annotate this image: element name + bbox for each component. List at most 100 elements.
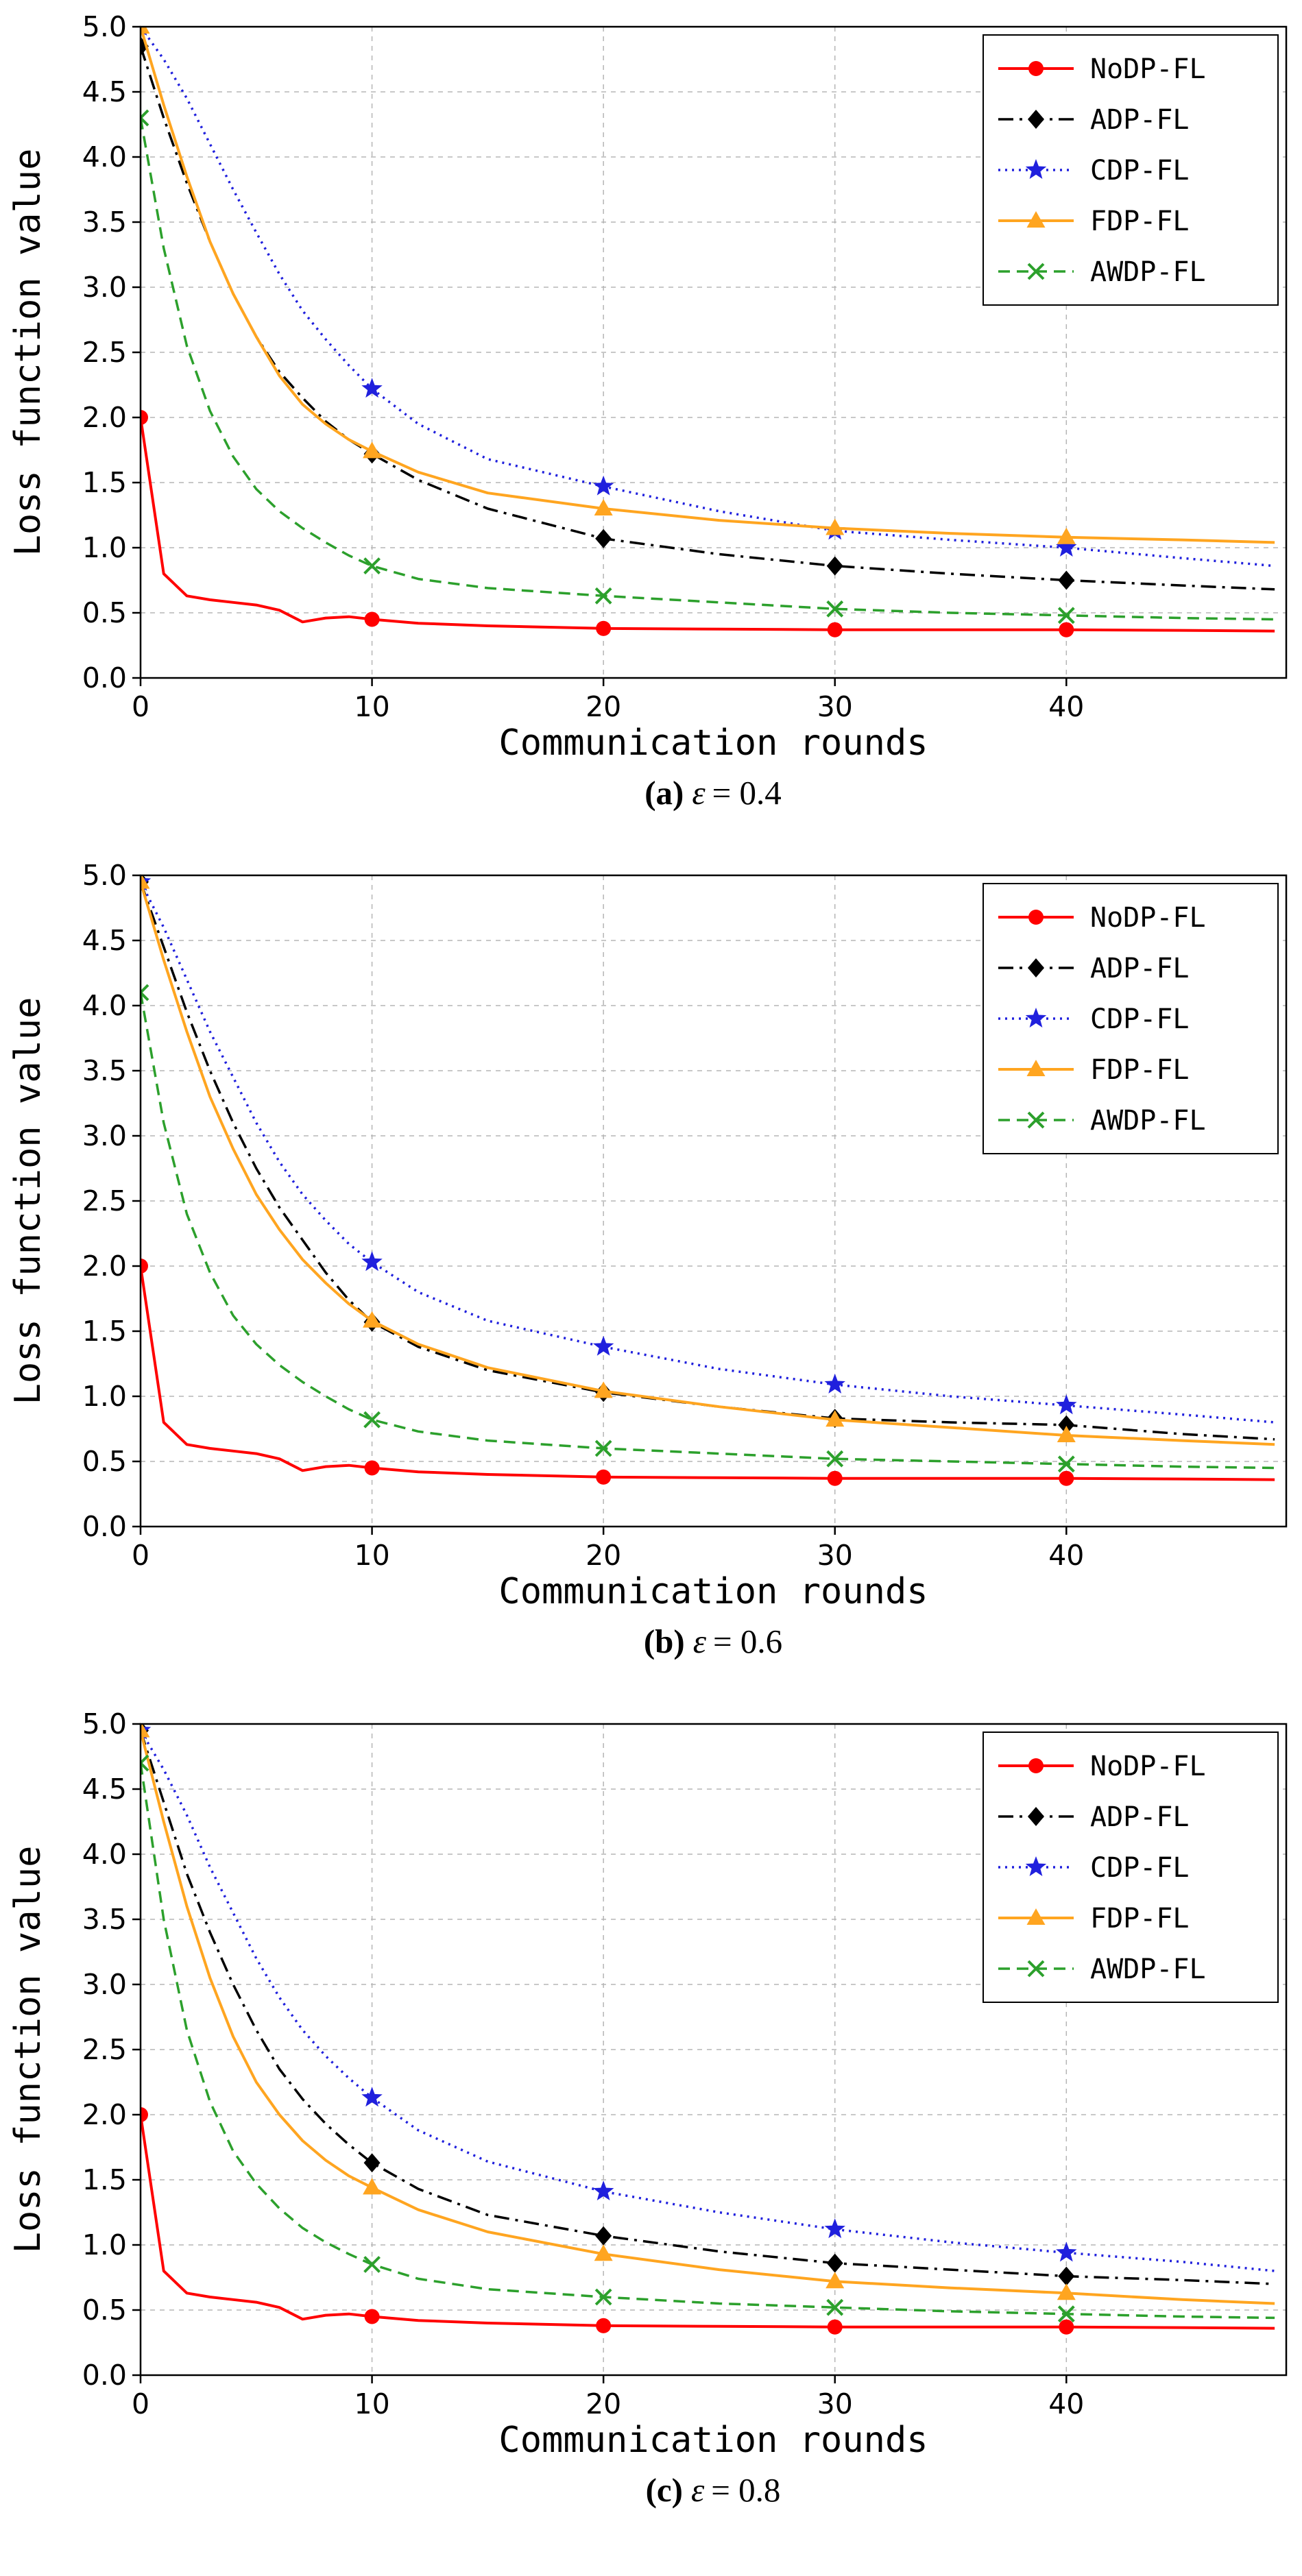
series-markers-AWDP-FL bbox=[141, 984, 1075, 1473]
y-tick-label: 3.5 bbox=[82, 1903, 127, 1936]
marker-diamond bbox=[1028, 110, 1044, 129]
marker-x bbox=[141, 109, 149, 127]
axis-ticks: 0 10 20 30 40 0.0 0.5 1.0 1.5 2.0 2.5 3.0 3.5 4.0 4.5 5… bbox=[82, 1708, 1085, 2420]
series-markers-FDP-FL bbox=[141, 27, 1076, 544]
y-tick-label: 3.0 bbox=[82, 1119, 127, 1152]
marker-triangle bbox=[141, 875, 150, 889]
series-markers-FDP-FL bbox=[141, 875, 1076, 1442]
marker-circle bbox=[596, 1469, 612, 1485]
x-tick-label: 30 bbox=[817, 1539, 853, 1572]
marker-star bbox=[824, 1373, 845, 1394]
marker-circle bbox=[827, 622, 843, 637]
x-tick-label: 40 bbox=[1048, 2387, 1084, 2420]
y-tick-label: 2.0 bbox=[82, 2098, 127, 2131]
y-tick-label: 2.0 bbox=[82, 1250, 127, 1283]
legend-label-FDP-FL: FDP-FL bbox=[1090, 1054, 1190, 1086]
marker-star bbox=[592, 2180, 614, 2201]
axis-ticks: 0 10 20 30 40 0.0 0.5 1.0 1.5 2.0 2.5 3.0 3.5 4.0 4.5 5… bbox=[82, 10, 1085, 723]
marker-x bbox=[1027, 263, 1045, 280]
legend-label-AWDP-FL: AWDP-FL bbox=[1090, 256, 1206, 288]
y-tick-label: 5.0 bbox=[82, 859, 127, 892]
marker-circle bbox=[364, 1460, 380, 1476]
caption-c-equation: = 0.8 bbox=[711, 2471, 781, 2509]
marker-circle bbox=[364, 2309, 380, 2324]
marker-star bbox=[824, 2218, 845, 2239]
y-tick-label: 4.5 bbox=[82, 1773, 127, 1806]
marker-circle bbox=[364, 611, 380, 627]
series-line-FDP-FL bbox=[141, 27, 1275, 544]
y-tick-label: 4.5 bbox=[82, 924, 127, 957]
caption-c-label: (c) bbox=[645, 2471, 683, 2509]
marker-x bbox=[1027, 1960, 1045, 1978]
marker-circle bbox=[596, 2318, 612, 2333]
legend-label-CDP-FL: CDP-FL bbox=[1090, 155, 1190, 186]
y-tick-label: 4.5 bbox=[82, 75, 127, 108]
marker-triangle bbox=[1057, 2283, 1076, 2300]
figure-b: 0 10 20 30 40 0.0 0.5 1.0 1.5 2.0 2.5 3.0 3.5 4.0 4.5 5… bbox=[0, 858, 1302, 1671]
marker-diamond bbox=[141, 36, 149, 56]
marker-x bbox=[1057, 1455, 1075, 1473]
series-line-NoDP-FL bbox=[141, 1265, 1275, 1481]
marker-circle bbox=[141, 2107, 148, 2122]
x-tick-label: 40 bbox=[1048, 690, 1084, 723]
marker-x bbox=[141, 1754, 149, 1772]
x-tick-label: 10 bbox=[354, 690, 389, 723]
marker-diamond bbox=[1028, 958, 1044, 977]
marker-triangle bbox=[363, 2178, 382, 2195]
marker-star bbox=[592, 1335, 614, 1356]
marker-x bbox=[141, 984, 149, 1001]
series-line-AWDP-FL bbox=[141, 992, 1275, 1470]
legend-label-ADP-FL: ADP-FL bbox=[1090, 1801, 1190, 1833]
chart-a: 0 10 20 30 40 0.0 0.5 1.0 1.5 2.0 2.5 3.0 3.5 4.0 4.5 5… bbox=[0, 10, 1302, 764]
marker-diamond bbox=[1058, 570, 1075, 590]
legend-label-CDP-FL: CDP-FL bbox=[1090, 1852, 1190, 1884]
marker-triangle bbox=[594, 499, 613, 515]
marker-star bbox=[1025, 1008, 1047, 1028]
marker-triangle bbox=[594, 2244, 613, 2261]
series-line-NoDP-FL bbox=[141, 2114, 1275, 2330]
marker-triangle bbox=[825, 518, 845, 535]
y-tick-label: 0.5 bbox=[82, 2294, 127, 2326]
legend: NoDP-FL ADP-FL CDP-FL FDP-FL AWDP-FL bbox=[982, 34, 1279, 306]
x-tick-label: 20 bbox=[586, 690, 621, 723]
x-tick-label: 30 bbox=[817, 690, 853, 723]
y-tick-label: 2.5 bbox=[82, 2033, 127, 2066]
x-tick-label: 10 bbox=[354, 1539, 389, 1572]
legend-label-NoDP-FL: NoDP-FL bbox=[1090, 53, 1206, 85]
y-tick-label: 1.5 bbox=[82, 2163, 127, 2196]
marker-star bbox=[592, 475, 614, 496]
x-tick-label: 20 bbox=[586, 2387, 621, 2420]
series-line-CDP-FL bbox=[141, 1729, 1275, 2272]
marker-x bbox=[1057, 2305, 1075, 2323]
caption-a-label: (a) bbox=[644, 774, 684, 812]
plot-area bbox=[141, 1724, 1275, 2335]
series-line-ADP-FL bbox=[141, 1729, 1275, 2285]
series-line-FDP-FL bbox=[141, 1730, 1275, 2305]
x-tick-label: 30 bbox=[817, 2387, 853, 2420]
marker-x bbox=[826, 2298, 844, 2316]
marker-circle bbox=[1028, 1758, 1044, 1773]
y-tick-label: 3.5 bbox=[82, 206, 127, 239]
y-tick-label: 0.5 bbox=[82, 596, 127, 629]
marker-triangle bbox=[363, 1311, 382, 1328]
plot-area bbox=[141, 27, 1275, 637]
caption-b-equation: = 0.6 bbox=[713, 1623, 783, 1660]
chart-b: 0 10 20 30 40 0.0 0.5 1.0 1.5 2.0 2.5 3.0 3.5 4.0 4.5 5… bbox=[0, 858, 1302, 1612]
y-tick-label: 5.0 bbox=[82, 1708, 127, 1740]
marker-star bbox=[1056, 537, 1077, 557]
y-tick-label: 1.5 bbox=[82, 466, 127, 499]
marker-diamond bbox=[826, 556, 843, 576]
series-line-AWDP-FL bbox=[141, 1762, 1275, 2320]
marker-circle bbox=[596, 620, 612, 636]
series-line-NoDP-FL bbox=[141, 417, 1275, 633]
y-tick-label: 1.5 bbox=[82, 1315, 127, 1348]
marker-triangle bbox=[825, 1410, 845, 1427]
y-tick-label: 2.0 bbox=[82, 401, 127, 434]
marker-x bbox=[594, 587, 612, 605]
marker-triangle bbox=[1057, 1426, 1076, 1442]
caption-c: (c) ε = 0.8 bbox=[0, 2461, 1302, 2520]
marker-circle bbox=[827, 2319, 843, 2335]
plot-area bbox=[141, 875, 1275, 1486]
marker-triangle bbox=[1026, 1060, 1046, 1076]
marker-star bbox=[1025, 159, 1047, 179]
